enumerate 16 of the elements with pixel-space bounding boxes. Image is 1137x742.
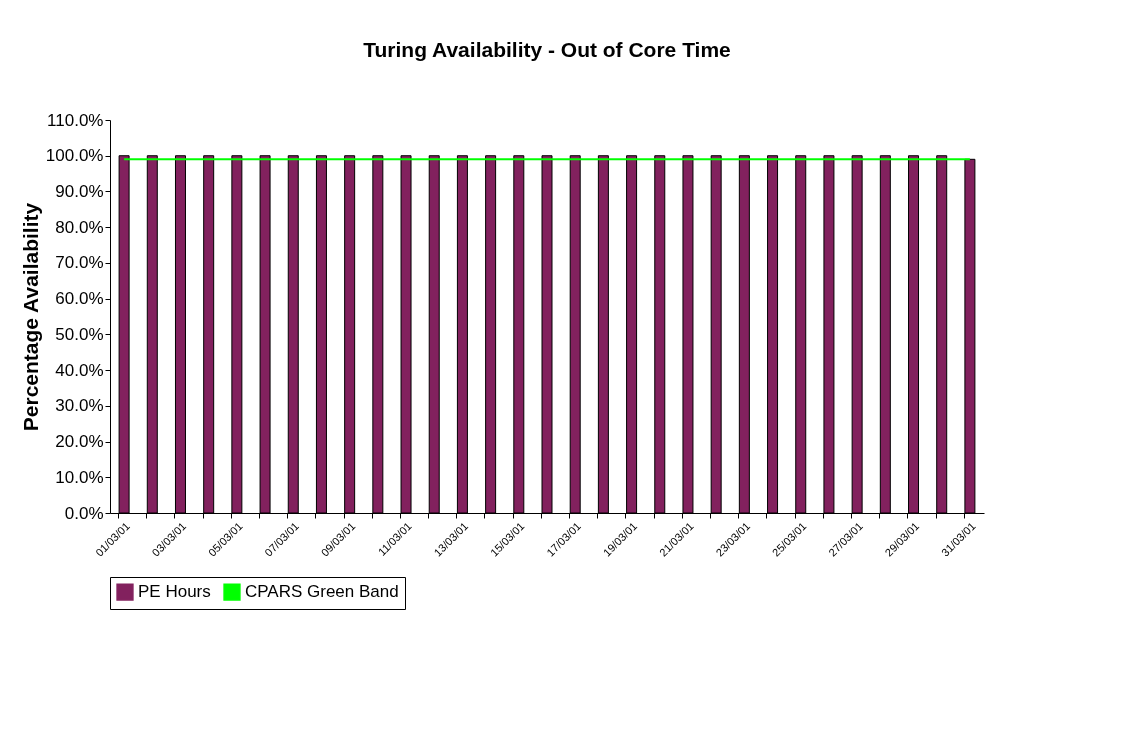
y-axis-title: Percentage Availability — [18, 202, 42, 432]
y-tick-label: 80.0% — [55, 217, 104, 237]
legend-label: PE Hours — [138, 582, 211, 602]
y-tick-label: 110.0% — [47, 110, 104, 130]
y-tick-label: 30.0% — [55, 396, 104, 416]
y-tick-label: 90.0% — [55, 181, 104, 201]
chart-title: Turing Availability - Out of Core Time — [363, 38, 731, 61]
y-tick-label: 10.0% — [55, 467, 104, 487]
y-tick-label: 20.0% — [55, 432, 104, 452]
y-tick-label: 50.0% — [55, 324, 104, 344]
y-tick-label: 40.0% — [55, 360, 104, 380]
y-tick-label: 0.0% — [64, 503, 104, 523]
y-tick-label: 70.0% — [55, 253, 104, 273]
y-tick-label: 60.0% — [55, 289, 104, 309]
y-tick-label: 100.0% — [45, 146, 104, 166]
legend-label: CPARS Green Band — [245, 582, 399, 602]
